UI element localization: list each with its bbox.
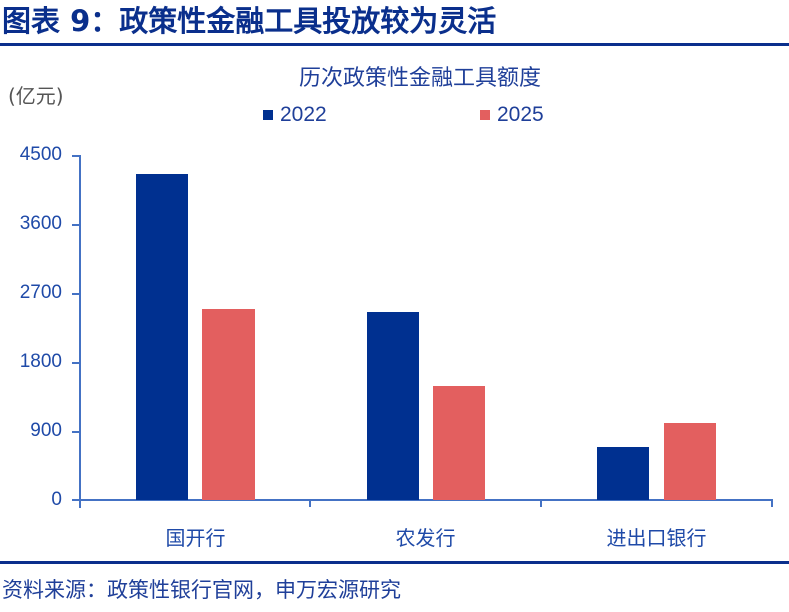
x-category-label: 进出口银行 — [606, 526, 707, 550]
y-tick-label: 900 — [30, 420, 62, 441]
bar-adbc-2025 — [433, 386, 485, 500]
legend-label: 2025 — [497, 103, 544, 126]
y-tick — [72, 362, 80, 364]
x-tick — [771, 499, 773, 507]
bar-eximbank-2022 — [597, 447, 649, 500]
title-divider — [0, 43, 789, 46]
legend-item-2025: 2025 — [480, 103, 544, 127]
x-tick — [540, 499, 542, 507]
x-axis-line — [72, 499, 773, 501]
bar-cdb-2025 — [202, 309, 255, 500]
y-axis-line — [79, 155, 81, 508]
y-tick — [72, 293, 80, 295]
legend-label: 2022 — [280, 103, 327, 126]
x-category-label: 国开行 — [165, 526, 226, 550]
bar-adbc-2022 — [367, 312, 419, 500]
legend-swatch-2025 — [480, 110, 490, 120]
x-tick — [309, 499, 311, 507]
footer-divider — [0, 561, 789, 564]
y-axis-unit: (亿元) — [8, 84, 64, 108]
y-tick-label: 1800 — [19, 351, 62, 372]
figure-title: 图表 9：政策性金融工具投放较为灵活 — [2, 4, 497, 38]
y-tick — [72, 431, 80, 433]
bar-cdb-2022 — [136, 174, 188, 500]
y-tick-label: 0 — [51, 489, 62, 510]
legend-swatch-2022 — [263, 110, 273, 120]
y-tick-label: 3600 — [19, 213, 62, 234]
legend-item-2022: 2022 — [263, 103, 327, 127]
y-tick-label: 4500 — [19, 144, 62, 165]
source-note: 资料来源：政策性银行官网，申万宏源研究 — [2, 578, 401, 602]
y-tick-label: 2700 — [19, 282, 62, 303]
chart-title: 历次政策性金融工具额度 — [298, 66, 541, 91]
x-category-label: 农发行 — [395, 526, 456, 550]
y-tick — [72, 224, 80, 226]
y-tick — [72, 155, 80, 157]
bar-eximbank-2025 — [664, 423, 716, 500]
